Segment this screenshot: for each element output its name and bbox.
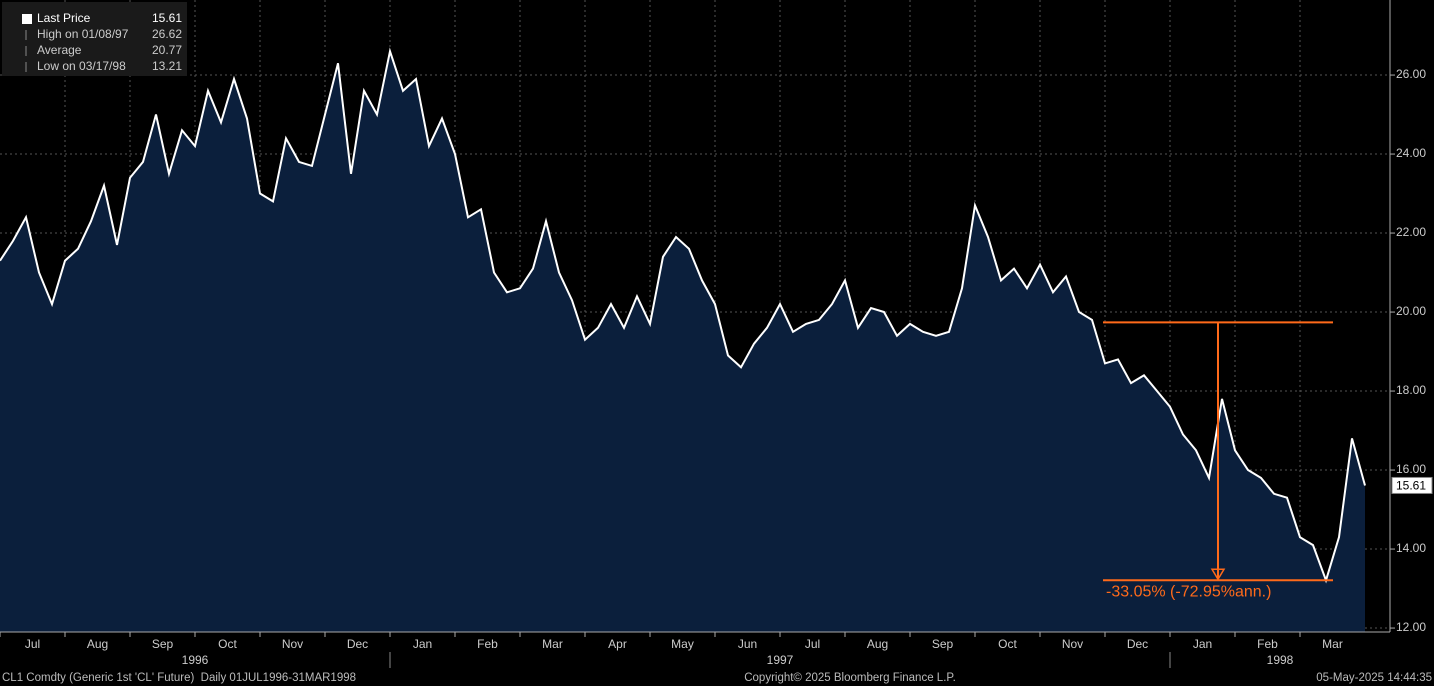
y-tick-label: 20.00 [1396,304,1426,318]
footer-left: CL1 Comdty (Generic 1st 'CL' Future) Dai… [2,672,356,684]
y-tick-label: 12.00 [1396,620,1426,634]
footer-center: Copyright© 2025 Bloomberg Finance L.P. [744,672,956,684]
legend-value: 13.21 [152,59,182,73]
legend-label: Average [37,43,82,57]
year-label: 1996 [182,653,209,667]
year-label: 1998 [1267,653,1294,667]
y-tick-label: 16.00 [1396,462,1426,476]
x-tick-label: Nov [282,637,303,651]
legend-label: Last Price [37,11,91,25]
arrow-head [1210,568,1226,581]
x-tick-label: Jun [738,637,757,651]
x-tick-label: Nov [1062,637,1083,651]
legend-box [2,2,187,76]
y-tick-label: 26.00 [1396,67,1426,81]
x-tick-label: Apr [608,637,627,651]
x-tick-label: Jul [25,637,40,651]
footer-right: 05-May-2025 14:44:35 [1316,672,1432,684]
y-tick-label: 24.00 [1396,146,1426,160]
year-label: 1997 [767,653,794,667]
price-area [0,51,1365,633]
y-tick-label: 22.00 [1396,225,1426,239]
x-tick-label: Jan [413,637,432,651]
last-price-label: 15.61 [1396,479,1426,493]
x-tick-label: Feb [477,637,498,651]
last-price-tag [1391,476,1433,494]
price-line [0,47,1366,584]
legend-swatch [22,14,32,24]
y-tick-label: 14.00 [1396,541,1426,555]
x-tick-label: May [671,637,694,651]
x-tick-label: Mar [1322,637,1343,651]
x-tick-label: Sep [152,637,174,651]
legend-label: High on 01/08/97 [37,27,129,41]
x-tick-label: Aug [87,637,108,651]
x-tick-label: Dec [1127,637,1148,651]
x-tick-label: Jan [1193,637,1212,651]
x-tick-label: Feb [1257,637,1278,651]
x-tick-label: Dec [347,637,368,651]
legend-value: 15.61 [152,11,182,25]
annotation-label: -33.05% (-72.95%ann.) [1106,583,1271,600]
legend-value: 20.77 [152,43,182,57]
x-tick-label: Aug [867,637,888,651]
legend-value: 26.62 [152,27,182,41]
y-tick-label: 18.00 [1396,383,1426,397]
x-tick-label: Oct [218,637,237,651]
x-tick-label: Oct [998,637,1017,651]
legend-label: Low on 03/17/98 [37,59,126,73]
x-tick-label: Sep [932,637,954,651]
x-tick-label: Mar [542,637,563,651]
x-tick-label: Jul [805,637,820,651]
